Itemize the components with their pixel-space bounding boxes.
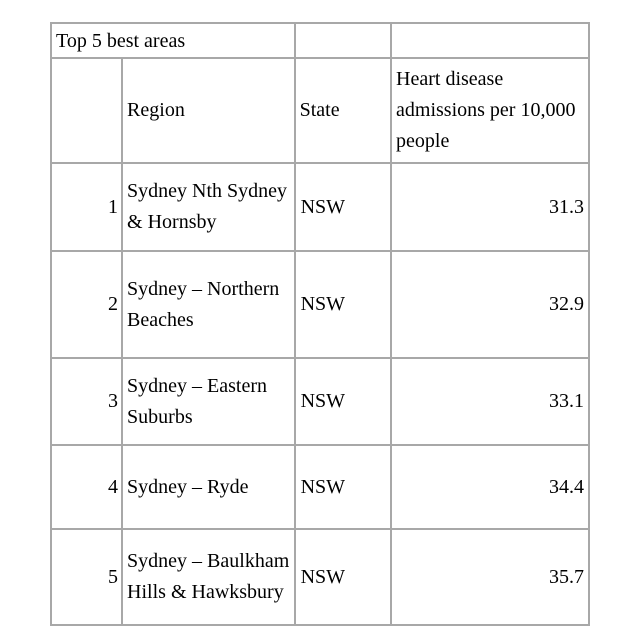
best-areas-table-container: Top 5 best areas Region State Heart dise… xyxy=(49,22,590,626)
rank-cell: 4 xyxy=(49,444,124,530)
value-cell: 33.1 xyxy=(390,357,590,446)
table-row: 5 Sydney – Baulkham Hills & Hawksbury NS… xyxy=(49,528,590,626)
table-caption: Top 5 best areas xyxy=(50,22,296,59)
table-row: 3 Sydney – Eastern Suburbs NSW 33.1 xyxy=(49,357,590,446)
table-row: 1 Sydney Nth Sydney & Hornsby NSW 31.3 xyxy=(49,162,590,252)
state-cell: NSW xyxy=(293,444,393,530)
header-value: Heart disease admissions per 10,000 peop… xyxy=(390,57,590,164)
rank-cell: 3 xyxy=(49,357,124,446)
rank-cell: 1 xyxy=(49,162,124,252)
value-cell: 31.3 xyxy=(390,162,590,252)
header-state: State xyxy=(293,57,393,164)
caption-empty-cell xyxy=(293,22,393,59)
state-cell: NSW xyxy=(293,528,393,626)
rank-cell: 5 xyxy=(49,528,124,626)
value-cell: 34.4 xyxy=(390,444,590,530)
region-cell: Sydney – Ryde xyxy=(121,444,296,530)
header-row: Region State Heart disease admissions pe… xyxy=(49,57,590,164)
value-cell: 35.7 xyxy=(390,528,590,626)
caption-empty-cell xyxy=(390,22,590,59)
table-row: 2 Sydney – Northern Beaches NSW 32.9 xyxy=(49,250,590,359)
region-cell: Sydney – Baulkham Hills & Hawksbury xyxy=(121,528,296,626)
header-rank xyxy=(49,57,124,164)
table-row: 4 Sydney – Ryde NSW 34.4 xyxy=(49,444,590,530)
best-areas-table: Top 5 best areas Region State Heart dise… xyxy=(49,22,590,626)
state-cell: NSW xyxy=(293,162,393,252)
state-cell: NSW xyxy=(293,357,393,446)
region-cell: Sydney – Eastern Suburbs xyxy=(121,357,296,446)
region-cell: Sydney Nth Sydney & Hornsby xyxy=(121,162,296,252)
rank-cell: 2 xyxy=(49,250,124,359)
value-cell: 32.9 xyxy=(390,250,590,359)
region-cell: Sydney – Northern Beaches xyxy=(121,250,296,359)
caption-row: Top 5 best areas xyxy=(50,22,590,59)
state-cell: NSW xyxy=(293,250,393,359)
header-region: Region xyxy=(121,57,296,164)
